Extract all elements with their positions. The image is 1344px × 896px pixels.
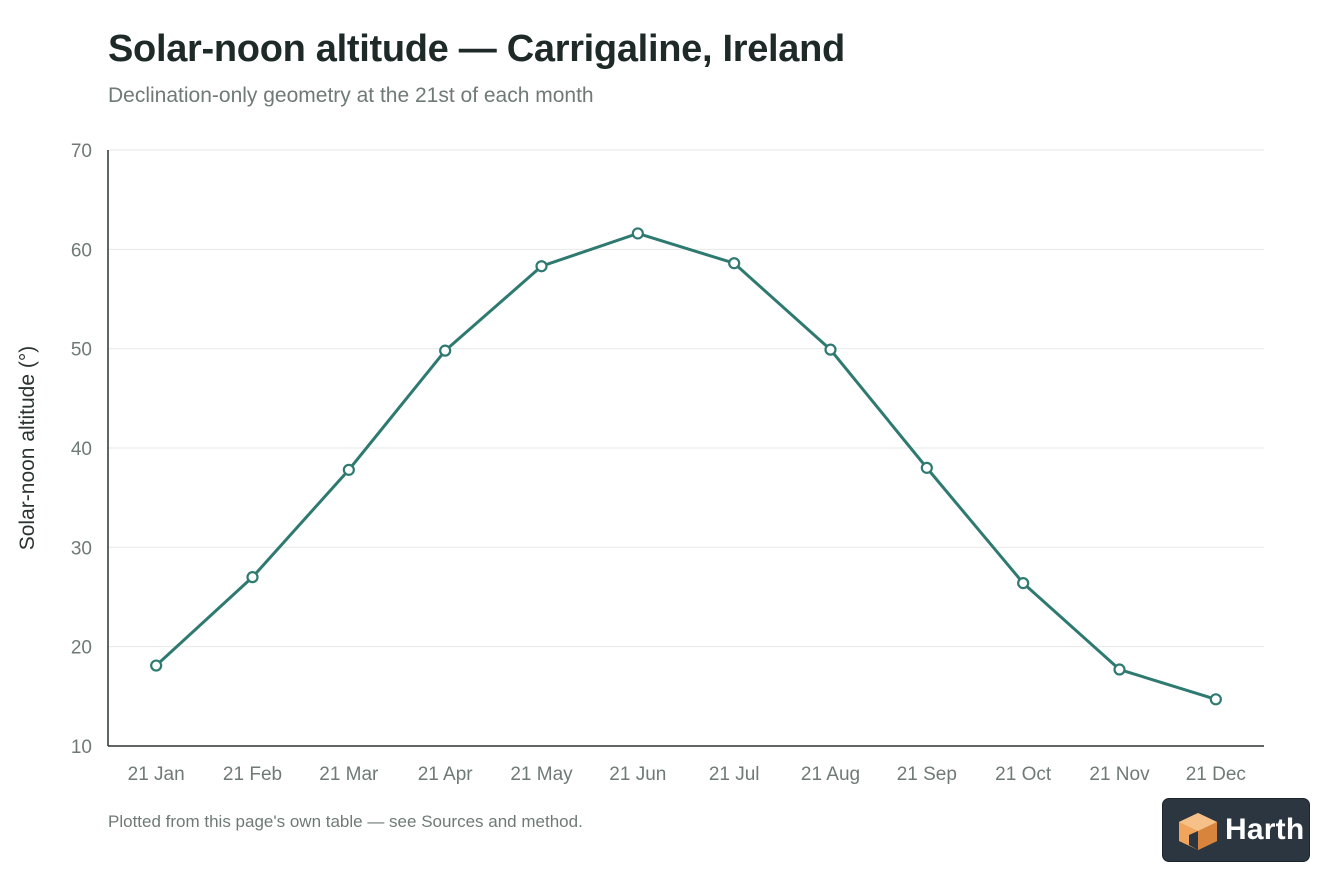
logo-text: Harth (1225, 813, 1305, 846)
data-point[interactable] (728, 257, 741, 270)
data-point[interactable] (1209, 693, 1222, 706)
footnote: Plotted from this page's own table — see… (108, 812, 583, 831)
data-point[interactable] (631, 227, 644, 240)
x-tick-label: 21 May (510, 764, 573, 785)
gridlines (108, 149, 1264, 648)
axes (107, 150, 1264, 747)
y-tick-label: 70 (71, 141, 92, 162)
harth-logo[interactable]: Harth (1162, 798, 1310, 862)
chart-title: Solar-noon altitude — Carrigaline, Irela… (108, 28, 845, 70)
data-point[interactable] (824, 343, 837, 356)
x-tick-label: 21 Mar (319, 764, 379, 785)
data-point[interactable] (920, 461, 933, 474)
data-point[interactable] (1017, 576, 1030, 590)
x-tick-label: 21 Jan (128, 764, 185, 785)
x-tick-label: 21 Aug (801, 764, 860, 785)
y-tick-label: 30 (71, 538, 92, 559)
x-tick-labels: 21 Jan 21 Feb 21 Mar 21 Apr 21 May 21 Jun 21 J… (128, 764, 1246, 785)
series-line (155, 231, 1217, 701)
y-tick-label: 60 (71, 240, 92, 261)
x-tick-label: 21 Nov (1089, 764, 1150, 785)
data-point[interactable] (246, 571, 259, 584)
x-tick-label: 21 Sep (897, 764, 957, 785)
y-tick-label: 50 (71, 340, 92, 361)
y-axis-label: Solar-noon altitude (°) (16, 346, 39, 551)
data-point[interactable] (535, 260, 548, 273)
y-tick-labels: 10 20 30 40 50 60 70 (71, 141, 92, 758)
data-point[interactable] (1113, 663, 1126, 676)
x-tick-label: 21 Jul (709, 764, 760, 785)
x-tick-label: 21 Oct (995, 764, 1052, 785)
series (150, 227, 1222, 706)
x-tick-label: 21 Apr (418, 764, 474, 785)
x-tick-label: 21 Feb (223, 764, 282, 785)
x-tick-label: 21 Jun (609, 764, 666, 785)
data-point[interactable] (342, 463, 355, 476)
y-tick-label: 10 (71, 737, 92, 758)
y-tick-label: 40 (71, 439, 92, 460)
x-tick-label: 21 Dec (1186, 764, 1246, 785)
data-point[interactable] (150, 659, 163, 672)
data-point[interactable] (439, 344, 452, 357)
y-tick-label: 20 (71, 638, 92, 659)
chart-subtitle: Declination-only geometry at the 21st of… (108, 84, 594, 107)
cube-icon (1179, 813, 1217, 850)
